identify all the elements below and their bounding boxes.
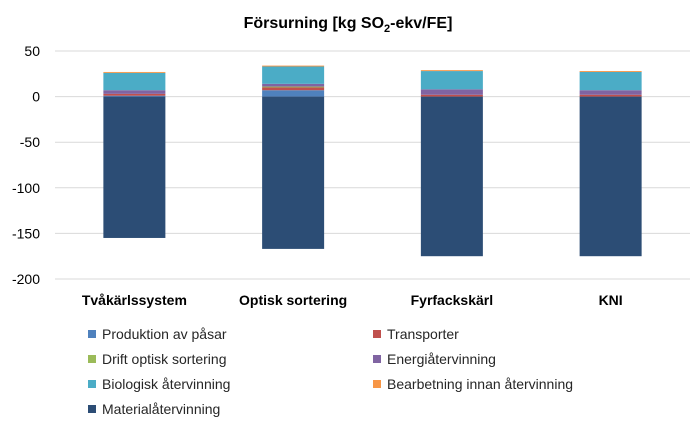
legend-swatch <box>373 355 381 363</box>
bar-segment <box>103 71 166 73</box>
y-tick-label: 50 <box>24 43 40 59</box>
chart-title-main: Försurning [kg SO <box>244 15 384 32</box>
legend-item: Materialåtervinning <box>88 401 220 417</box>
bar-segment <box>579 71 642 91</box>
legend-label: Produktion av påsar <box>102 326 227 342</box>
legend-item: Transporter <box>373 326 459 342</box>
legend-swatch <box>373 380 381 388</box>
chart-title: Försurning [kg SO2-ekv/FE] <box>244 15 453 35</box>
bar-segment <box>262 96 325 249</box>
bar-segment <box>420 96 483 257</box>
bar-segment <box>420 71 483 90</box>
y-axis-tick-labels: 50 0 -50 -100 -150 -200 <box>12 43 40 287</box>
y-tick-label: -150 <box>12 225 40 241</box>
x-category-label: Fyrfackskärl <box>411 292 494 308</box>
legend-swatch <box>88 380 96 388</box>
x-axis-category-labels: Tvåkärlssystem Optisk sortering Fyrfackskä… <box>82 292 623 308</box>
chart-title-sub: 2 <box>384 23 390 35</box>
bar-segment <box>103 96 166 238</box>
legend-swatch <box>88 330 96 338</box>
y-tick-label: -200 <box>12 271 40 287</box>
bar-segment <box>420 94 483 97</box>
x-category-label: KNI <box>599 292 623 308</box>
chart-title-tail: -ekv/FE] <box>390 15 452 32</box>
bar-segment <box>103 90 166 94</box>
legend-label: Materialåtervinning <box>102 401 221 417</box>
legend-item: Bearbetning innan återvinning <box>373 376 573 392</box>
legend-label: Transporter <box>387 326 459 342</box>
bar-segment <box>262 86 325 88</box>
bar-segment <box>262 83 325 87</box>
bar-segment <box>579 96 642 257</box>
x-category-label: Optisk sortering <box>239 292 347 308</box>
y-tick-label: 0 <box>32 89 40 105</box>
bar-segment <box>579 94 642 97</box>
y-tick-label: -50 <box>20 134 40 150</box>
legend-label: Biologisk återvinning <box>102 376 231 392</box>
bar-segment <box>579 90 642 95</box>
bar-segment <box>262 65 325 67</box>
legend-swatch <box>88 405 96 413</box>
bar-segment <box>262 87 325 91</box>
legend-item: Produktion av påsar <box>88 326 227 342</box>
legend-swatch <box>88 355 96 363</box>
bar-segment <box>103 93 166 96</box>
x-category-label: Tvåkärlssystem <box>82 292 187 308</box>
legend-item: Drift optisk sortering <box>88 351 226 367</box>
bar-segment <box>579 71 642 72</box>
bar-segment <box>103 72 166 91</box>
bar-segment <box>103 95 166 97</box>
bars <box>103 65 642 257</box>
legend-label: Drift optisk sortering <box>102 351 227 367</box>
bar-segment <box>262 66 325 84</box>
legend-swatch <box>373 330 381 338</box>
y-tick-label: -100 <box>12 180 40 196</box>
legend-item: Biologisk återvinning <box>88 376 230 392</box>
legend-label: Energiåtervinning <box>387 351 496 367</box>
legend-label: Bearbetning innan återvinning <box>387 376 574 392</box>
bar-segment <box>420 70 483 72</box>
bar-segment <box>262 90 325 97</box>
bar-segment <box>420 89 483 95</box>
legend-item: Energiåtervinning <box>373 351 496 367</box>
